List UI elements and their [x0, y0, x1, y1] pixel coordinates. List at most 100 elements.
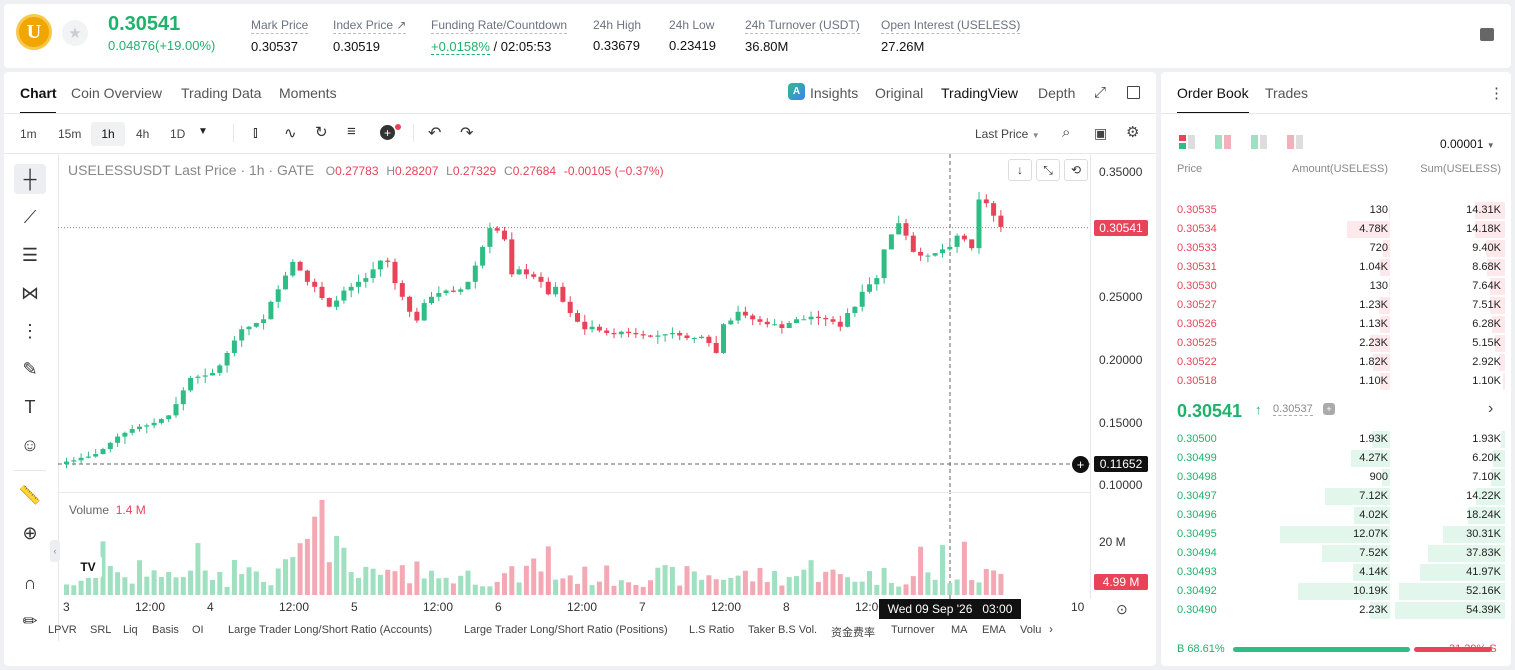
price-type-select[interactable]: Last Price ▼ — [975, 127, 1040, 141]
indicators-icon[interactable]: ∿ — [284, 125, 297, 142]
funding-rate-value[interactable]: +0.0158% — [431, 39, 490, 55]
pattern-tool-icon[interactable]: ⋈ — [21, 282, 39, 303]
ruler-tool-icon[interactable]: 📏 — [18, 484, 42, 505]
current-price-label: 0.30541 — [1094, 220, 1148, 236]
view-asks-bids-icon[interactable] — [1215, 135, 1231, 149]
stat-label: Mark Price — [251, 18, 309, 34]
horizontal-lines-tool-icon[interactable]: ☰ — [21, 244, 39, 265]
indicator-item[interactable]: OI — [192, 624, 204, 636]
scroll-down-icon[interactable]: ↓ — [1008, 159, 1032, 181]
volume-bar — [940, 545, 945, 595]
volume-bar — [567, 575, 573, 595]
candle-type-icon[interactable]: ⫾ — [253, 124, 258, 141]
indicator-item[interactable]: SRL — [90, 624, 112, 636]
divider — [4, 153, 1156, 154]
indicator-item[interactable]: Basis — [152, 624, 179, 636]
fib-tool-icon[interactable]: ⋮ — [21, 320, 39, 341]
view-depth[interactable]: Depth — [1038, 85, 1076, 101]
add-indicator-icon[interactable]: + — [380, 125, 395, 140]
tab-trades[interactable]: Trades — [1265, 85, 1309, 101]
tab-chart[interactable]: Chart — [20, 85, 57, 101]
chart-settings-icon[interactable]: ⊙ — [1116, 601, 1128, 617]
emoji-tool-icon[interactable]: ☺ — [20, 434, 40, 455]
volume-bar — [436, 578, 442, 595]
stat-mark-price[interactable]: Mark Price 0.30537 — [251, 18, 309, 54]
stat-24h-turnover[interactable]: 24h Turnover (USDT) 36.80M — [745, 18, 860, 54]
indicator-item[interactable]: Turnover — [891, 624, 935, 636]
indicator-item[interactable]: Large Trader Long/Short Ratio (Accounts) — [228, 624, 433, 636]
favorite-star-icon[interactable]: ★ — [62, 20, 88, 46]
indicator-item[interactable]: Large Trader Long/Short Ratio (Positions… — [464, 624, 668, 636]
indicator-item[interactable]: Liq — [123, 624, 138, 636]
candlestick-chart[interactable] — [58, 154, 1098, 599]
candle-body — [699, 336, 705, 338]
book-icon[interactable] — [1480, 28, 1494, 41]
tab-moments[interactable]: Moments — [279, 85, 337, 101]
view-tradingview[interactable]: TradingView — [941, 85, 1019, 101]
stat-value: 36.80M — [745, 39, 789, 54]
candle-body — [764, 321, 770, 325]
view-both-icon[interactable] — [1179, 135, 1195, 149]
view-asks-icon[interactable] — [1287, 135, 1303, 149]
indicator-item[interactable]: 资金费率 — [831, 627, 875, 639]
precision-select[interactable]: 0.00001 ▼ — [1440, 137, 1495, 151]
buy-ratio-bar — [1233, 647, 1410, 652]
trend-line-tool-icon[interactable]: ⟋ — [23, 206, 37, 227]
undo-icon[interactable]: ↶ — [428, 125, 442, 142]
indicator-item[interactable]: EMA — [982, 624, 1006, 636]
candle-body — [239, 329, 245, 341]
reset-view-icon[interactable]: ⟲ — [1064, 159, 1088, 181]
timeframe-1d[interactable]: 1D — [170, 127, 186, 141]
settings-gear-icon[interactable]: ⚙ — [1126, 124, 1140, 141]
stat-open-interest[interactable]: Open Interest (USELESS) 27.26M — [881, 18, 1021, 54]
orderbook-mark-price[interactable]: 0.30537 — [1273, 403, 1313, 416]
volume-bar — [589, 585, 595, 595]
indicator-item[interactable]: LPVR — [48, 624, 77, 636]
tab-coin-overview[interactable]: Coin Overview — [71, 85, 163, 101]
zoom-tool-icon[interactable]: ⊕ — [22, 522, 38, 543]
redo-icon[interactable]: ↷ — [460, 125, 474, 142]
amount-depth-bar — [1370, 602, 1390, 619]
indicator-item[interactable]: MA — [951, 624, 968, 636]
volume-bar — [808, 560, 814, 595]
expand-icon[interactable]: ⤢ — [1094, 84, 1107, 101]
tab-order-book[interactable]: Order Book — [1177, 85, 1249, 101]
pencil-lock-tool-icon[interactable]: ✏ — [22, 610, 38, 631]
search-icon[interactable]: ⌕ — [1062, 124, 1071, 141]
indicator-item[interactable]: Volu — [1020, 624, 1042, 636]
more-options-icon[interactable]: ⋮ — [1489, 85, 1504, 102]
tab-trading-data[interactable]: Trading Data — [181, 85, 262, 101]
timeframe-1h[interactable]: 1h — [91, 122, 125, 146]
view-original[interactable]: Original — [875, 85, 924, 101]
timeframe-15m[interactable]: 15m — [58, 127, 82, 141]
candle-body — [188, 377, 194, 391]
timeframe-dropdown-icon[interactable]: ▼ — [198, 126, 208, 137]
indicator-item[interactable]: Taker B.S Vol. — [748, 624, 818, 636]
volume-bar — [691, 571, 697, 595]
header-sum: Sum(USELESS) — [1420, 163, 1501, 175]
text-tool-icon[interactable]: T — [24, 396, 36, 417]
ai-insights-icon[interactable]: A — [788, 83, 805, 100]
add-alert-icon[interactable]: + — [1072, 456, 1089, 473]
sum-depth-bar — [1420, 564, 1505, 581]
window-icon[interactable] — [1127, 86, 1140, 99]
candle-body — [830, 319, 836, 322]
timeframe-4h[interactable]: 4h — [136, 127, 150, 141]
insights-button[interactable]: Insights — [810, 85, 859, 101]
timeframe-1m[interactable]: 1m — [20, 127, 37, 141]
stat-index-price[interactable]: Index Price ↗ 0.30519 — [333, 18, 407, 54]
view-bids-icon[interactable] — [1251, 135, 1267, 149]
chevron-right-icon[interactable]: › — [1488, 400, 1494, 417]
collapse-toolbar-icon[interactable]: ‹ — [50, 540, 60, 562]
crosshair-tool-icon[interactable]: ┼ — [14, 164, 46, 194]
magnet-tool-icon[interactable]: ∩ — [23, 572, 37, 593]
camera-icon[interactable]: ▣ — [1094, 125, 1108, 141]
candle-body — [407, 296, 413, 312]
replay-icon[interactable]: ↻ — [315, 124, 328, 141]
indicator-scroll-right-icon[interactable]: › — [1049, 622, 1053, 636]
stat-funding-rate[interactable]: Funding Rate/Countdown +0.0158% / 02:05:… — [431, 18, 568, 55]
indicator-item[interactable]: L.S Ratio — [689, 624, 735, 636]
brush-tool-icon[interactable]: ✎ — [22, 358, 38, 379]
collapse-icon[interactable]: ⤡ — [1036, 159, 1060, 181]
templates-icon[interactable]: ≡ — [347, 123, 356, 140]
